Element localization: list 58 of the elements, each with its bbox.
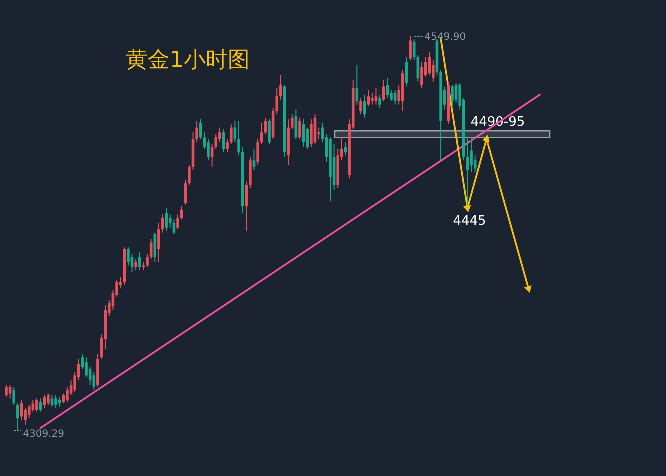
candlestick [428, 52, 431, 76]
candlestick [260, 122, 264, 145]
candlestick [416, 55, 420, 82]
candlestick [226, 138, 229, 153]
candlestick [130, 254, 134, 273]
candlestick [280, 74, 282, 100]
candlestick [54, 394, 58, 409]
candlestick [24, 408, 27, 426]
candlestick [230, 124, 233, 145]
candlestick [290, 114, 294, 130]
candlestick [374, 88, 378, 106]
candlestick [12, 386, 16, 406]
candlestick [470, 137, 473, 173]
candlestick [207, 138, 210, 162]
candlestick [146, 254, 149, 268]
candlestick [378, 94, 382, 109]
annotation: 4309.29 [23, 429, 64, 440]
candlestick [158, 222, 160, 263]
candlestick [474, 155, 477, 173]
candlestick [367, 90, 370, 107]
candlestick [432, 60, 435, 82]
candlestick [85, 357, 88, 378]
candlestick [245, 181, 248, 232]
candlestick [165, 208, 168, 232]
candlestick [298, 117, 302, 140]
candlestick [360, 98, 362, 116]
candlestick [371, 92, 374, 106]
candlestick [172, 219, 176, 235]
candlestick [238, 120, 240, 156]
candlestick [127, 247, 130, 266]
text: 黄金1小时图 [126, 48, 250, 73]
candlestick [138, 252, 142, 272]
candlestick [176, 214, 180, 230]
candlestick [420, 62, 424, 89]
candlestick [66, 386, 69, 402]
candlestick [188, 165, 191, 186]
candlestick [451, 84, 454, 107]
candlestick [268, 119, 271, 145]
candlestick [150, 238, 153, 260]
candlestick [5, 385, 8, 398]
candlestick [16, 403, 20, 432]
candlestick [36, 398, 38, 412]
candlestick [43, 394, 46, 409]
candlestick [184, 180, 188, 206]
candlestick [256, 138, 260, 166]
annotation: 4549.90 [424, 32, 466, 43]
candlestick [382, 80, 386, 102]
candlestick [454, 82, 458, 104]
candlestick [344, 142, 348, 156]
candlestick [47, 393, 50, 406]
candlestick [154, 232, 157, 263]
candlestick [218, 127, 222, 144]
candlestick [405, 56, 408, 88]
candlestick [222, 128, 226, 153]
annotation: 4445 [453, 214, 486, 230]
candlestick [386, 78, 390, 99]
candlestick [409, 36, 412, 61]
candlestick [134, 258, 138, 272]
